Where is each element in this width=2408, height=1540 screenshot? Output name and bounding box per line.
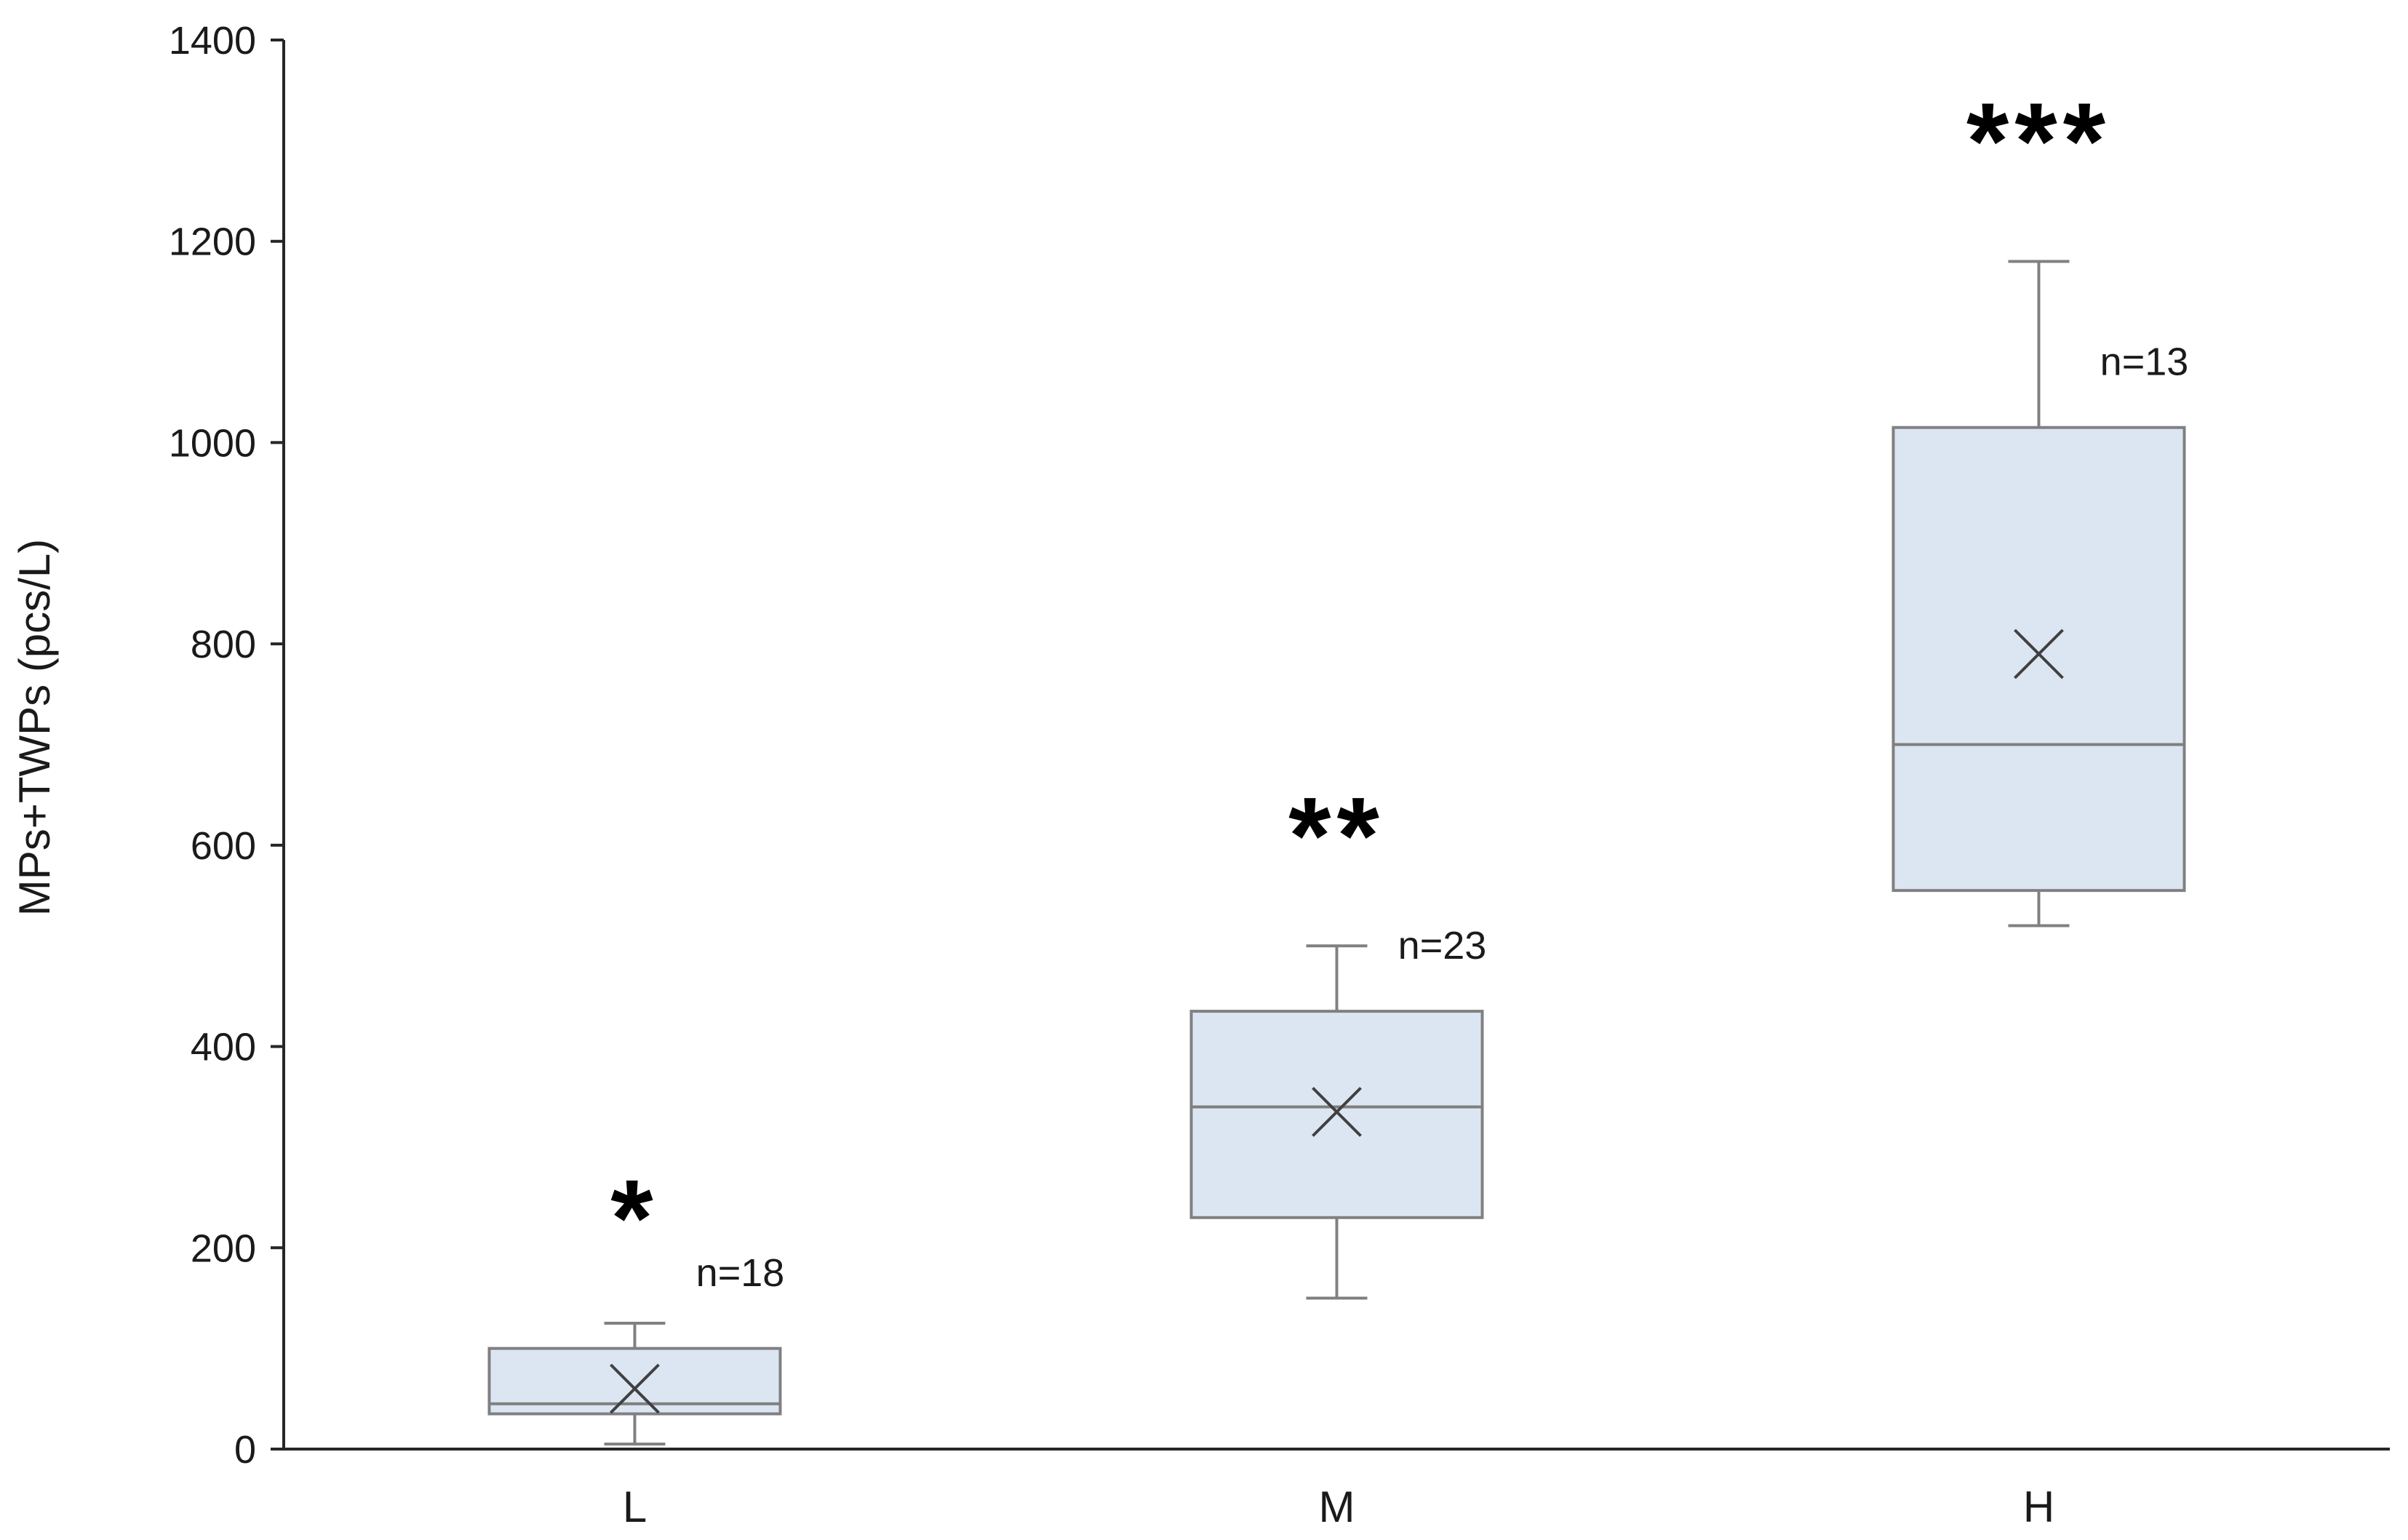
x-category-label-H: H [2023, 1483, 2054, 1531]
significance-label-H: *** [1966, 80, 2111, 202]
mean-marker-M [1312, 1087, 1362, 1137]
significance-label-L: * [610, 1157, 658, 1279]
y-tick-label: 200 [191, 1226, 256, 1270]
n-label-M: n=23 [1398, 924, 1487, 968]
y-tick-label: 1400 [169, 19, 256, 63]
y-tick-label: 600 [191, 824, 256, 868]
n-label-H: n=13 [2100, 340, 2189, 384]
mean-marker-H [2014, 629, 2064, 679]
y-tick-label: 800 [191, 623, 256, 666]
box-H [1891, 426, 2186, 893]
y-tick-label: 1200 [169, 220, 256, 264]
y-axis-title: MPs+TWPs (pcs/L) [10, 539, 59, 916]
y-tick-label: 400 [191, 1026, 256, 1069]
mean-marker-L [610, 1363, 660, 1414]
box-M [1189, 1010, 1484, 1219]
n-label-L: n=18 [696, 1251, 785, 1295]
significance-label-M: ** [1288, 774, 1385, 896]
x-category-label-L: L [623, 1483, 647, 1531]
y-tick-label: 0 [234, 1428, 256, 1472]
y-tick-label: 1000 [169, 421, 256, 465]
x-category-label-M: M [1319, 1483, 1355, 1531]
